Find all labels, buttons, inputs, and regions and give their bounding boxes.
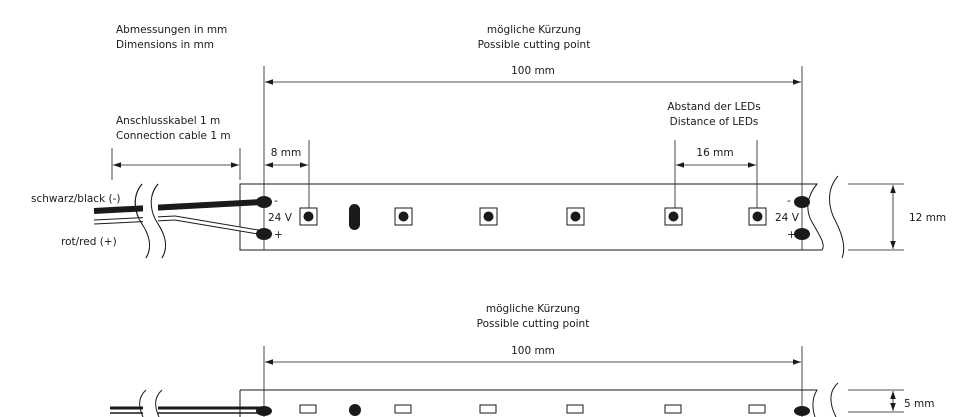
strip-break-line <box>829 175 845 259</box>
voltage-label-left: 24 V <box>268 212 293 224</box>
led-distance-label-en: Distance of LEDs <box>670 116 759 128</box>
cut-length-label-2: 100 mm <box>511 345 555 357</box>
resistor <box>349 204 360 230</box>
side-pad-right <box>794 406 810 416</box>
black-wire <box>93 199 263 214</box>
cable-break-gap <box>143 196 158 230</box>
voltage-label-right: 24 V <box>775 212 800 224</box>
plus-label-left: + <box>274 229 283 241</box>
side-cable-break-1 <box>139 389 147 417</box>
cut-label-en: Possible cutting point <box>478 39 591 51</box>
cut-length-label: 100 mm <box>511 65 555 77</box>
solder-pad-plus-right <box>794 228 810 240</box>
dimensions-label-de: Abmessungen in mm <box>116 24 227 36</box>
cut-label-de-2: mögliche Kürzung <box>486 303 580 315</box>
minus-label-left: - <box>274 195 278 207</box>
strip-height-label: 5 mm <box>904 398 934 410</box>
black-wire-label: schwarz/black (-) <box>31 193 120 205</box>
side-cable-break-2 <box>155 389 163 417</box>
solder-pad-minus-right <box>794 196 810 208</box>
side-break-line <box>830 382 839 417</box>
cable-label-en: Connection cable 1 m <box>116 130 231 142</box>
cable-label-de: Anschlusskabel 1 m <box>116 115 220 127</box>
solder-pad-plus-left <box>256 228 272 240</box>
side-pad-left <box>256 406 272 416</box>
first-led-offset-label: 8 mm <box>271 147 301 159</box>
dimensions-label-en: Dimensions in mm <box>116 39 214 51</box>
strip-outline <box>239 183 824 251</box>
led-pitch-label: 16 mm <box>696 147 733 159</box>
cut-label-en-2: Possible cutting point <box>477 318 590 330</box>
side-led-row <box>299 404 766 414</box>
led-distance-label-de: Abstand der LEDs <box>667 101 760 113</box>
plus-label-right: + <box>787 229 796 241</box>
side-resistor <box>349 404 361 416</box>
side-strip-outline <box>239 389 818 417</box>
cut-label-de: mögliche Kürzung <box>487 24 581 36</box>
minus-label-right: - <box>787 195 791 207</box>
led-row <box>299 207 767 226</box>
solder-pad-minus-left <box>256 196 272 208</box>
strip-width-label: 12 mm <box>909 212 946 224</box>
red-wire-label: rot/red (+) <box>61 236 117 248</box>
